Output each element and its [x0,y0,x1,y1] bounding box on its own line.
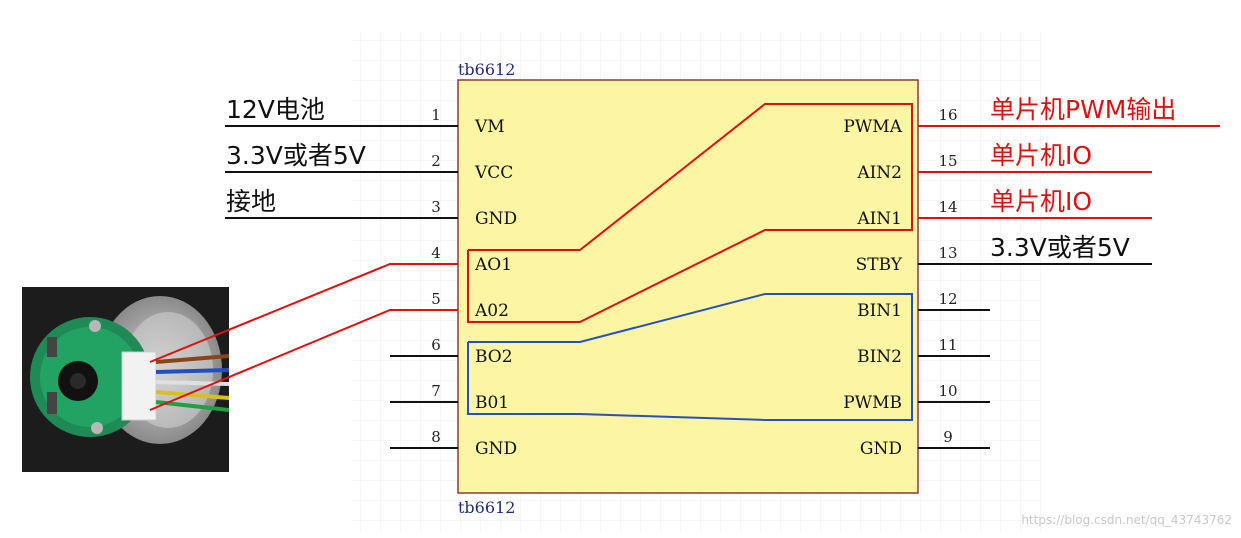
right-pin-number: 11 [938,336,957,354]
wire-motor-to-a02 [149,309,458,411]
right-pin-name: BIN1 [857,301,902,321]
right-pin-name: GND [860,439,902,459]
right-pin-number: 16 [938,106,957,124]
chip-label-top: tb6612 [458,60,515,79]
left-pin-name: VCC [474,163,513,183]
right-pin-number: 13 [938,244,957,262]
motor-encoder-image [22,287,230,472]
right-pin-number: 14 [938,198,957,216]
left-pin-name: GND [475,439,517,459]
pwma-annotation: 单片机PWM输出 [990,95,1176,124]
gnd-annotation: 接地 [226,187,276,216]
chip-body [457,79,919,494]
right-pin-group: 16 PWMA 15 AIN2 14 AIN1 13 STBY 12 BIN1 11 BIN2 10 PW… [843,106,990,459]
right-pin-name: AIN1 [856,209,902,229]
right-pin-name: BIN2 [857,347,902,367]
ain1-annotation: 单片机IO [990,187,1092,216]
left-pin-name: BO2 [475,347,513,367]
blue-outline-motor-b [467,293,913,421]
right-pin-name: PWMB [843,393,902,413]
left-pin-number: 1 [431,106,441,124]
left-pin-number: 4 [431,244,441,262]
left-pin-name: AO1 [474,255,512,275]
right-pin-name: STBY [856,255,903,275]
watermark: https://blog.csdn.net/qq_43743762 [1021,513,1232,527]
vm-annotation: 12V电池 [226,95,325,124]
ain2-annotation: 单片机IO [990,141,1092,170]
right-pin-number: 12 [938,290,957,308]
right-pin-name: PWMA [843,117,902,137]
vcc-annotation: 3.3V或者5V [226,141,366,170]
stby-annotation: 3.3V或者5V [990,233,1130,262]
left-pin-name: B01 [475,393,509,413]
right-pin-name: AIN2 [856,163,902,183]
right-pin-number: 15 [938,152,957,170]
red-outline-motor-a [467,103,913,323]
left-pin-number: 6 [431,336,441,354]
left-pin-name: VM [474,117,505,137]
left-pin-name: A02 [474,301,509,321]
left-pin-number: 2 [431,152,441,170]
right-pin-number: 9 [943,428,953,446]
left-pin-number: 8 [431,428,441,446]
left-pin-number: 5 [431,290,441,308]
chip-label-bottom: tb6612 [458,498,515,517]
wire-motor-to-ao1 [149,263,458,363]
left-pin-number: 3 [431,198,441,216]
left-pin-name: GND [475,209,517,229]
right-pin-number: 10 [938,382,957,400]
left-pin-number: 7 [431,382,441,400]
